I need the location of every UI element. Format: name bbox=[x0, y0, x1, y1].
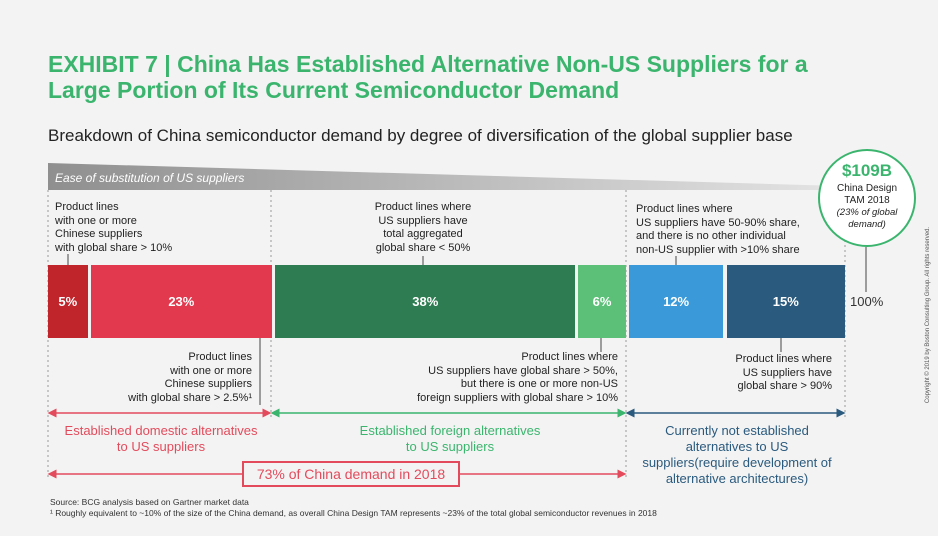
ease-gradient-bar bbox=[48, 163, 840, 190]
chart-subtitle: Breakdown of China semiconductor demand … bbox=[48, 126, 793, 145]
tam-badge: $109B China Design TAM 2018 (23% of glob… bbox=[818, 149, 916, 247]
exhibit-title: EXHIBIT 7 | China Has Established Altern… bbox=[48, 51, 808, 103]
ease-label: Ease of substitution of US suppliers bbox=[55, 171, 245, 185]
badge-amount: $109B bbox=[841, 161, 893, 180]
source-note: Source: BCG analysis based on Gartner ma… bbox=[50, 497, 657, 518]
badge-note: (23% of global demand) bbox=[836, 207, 898, 230]
bar-segment-5-percent: 5% bbox=[48, 265, 88, 338]
bar-segment-12-percent: 12% bbox=[628, 265, 724, 338]
bar-segment-label: 6% bbox=[592, 294, 612, 309]
annotation-us90-bottom: Product lines where US suppliers have gl… bbox=[735, 353, 832, 392]
annotation-nonus-top: Product lines where US suppliers have 50… bbox=[636, 203, 800, 256]
total-label: 100% bbox=[850, 294, 884, 309]
group-label-not-established: Currently not established alternatives t… bbox=[642, 423, 832, 486]
group-label-domestic: Established domestic alternatives to US … bbox=[64, 423, 258, 454]
bar-segment-6-percent: 6% bbox=[578, 265, 626, 338]
bar-segment-15-percent: 15% bbox=[726, 265, 845, 338]
bar-segment-label: 5% bbox=[58, 294, 78, 309]
bar-segment-23-percent: 23% bbox=[90, 265, 273, 338]
annotation-us-top: Product lines where US suppliers have to… bbox=[374, 201, 472, 254]
bar-segment-label: 23% bbox=[168, 294, 195, 309]
annotation-chinese-top: Product lines with one or more Chinese s… bbox=[55, 201, 173, 254]
badge-name: China Design TAM 2018 bbox=[836, 183, 898, 206]
bar-segment-label: 12% bbox=[663, 294, 690, 309]
bar-segment-38-percent: 38% bbox=[275, 265, 576, 338]
bar-segment-label: 15% bbox=[772, 294, 799, 309]
annotation-foreign-bottom: Product lines where US suppliers have gl… bbox=[417, 351, 618, 404]
bar-segment-label: 38% bbox=[412, 294, 439, 309]
group-label-foreign: Established foreign alternatives to US s… bbox=[359, 423, 541, 454]
copyright-note: Copyright © 2019 by Boston Consulting Gr… bbox=[925, 226, 931, 404]
summary-box: 73% of China demand in 2018 bbox=[242, 461, 460, 487]
annotation-chinese-bottom: Product lines with one or more Chinese s… bbox=[128, 351, 252, 404]
